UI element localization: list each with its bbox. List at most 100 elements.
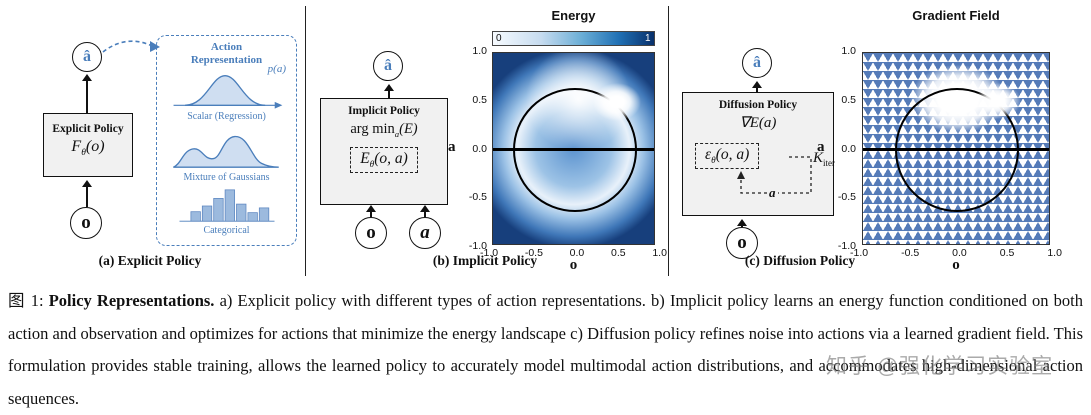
panel-divider — [305, 6, 307, 276]
caption-figure-label: 图 1: — [8, 291, 49, 310]
action-representation-box: Action Representation p(a) Scalar (Regre… — [156, 35, 297, 246]
dashed-connector-arrow-icon — [102, 40, 160, 53]
diffusion-policy-box: Diffusion Policy ∇E(a) εθ(o, a) a Kiter — [682, 92, 835, 216]
energy-plot-title: Energy — [551, 8, 596, 23]
eps-sub: θ — [711, 156, 716, 167]
panel-implicit-policy: â Implicit Policy arg mina(E) Eθ(o, a) o… — [305, 0, 668, 280]
noise-formula-box: εθ(o, a) — [695, 143, 760, 170]
gradient-field-x-ticks: -1.0 -0.5 0.0 0.5 1.0 — [850, 247, 1062, 259]
action-output-node: â — [72, 42, 102, 72]
k-sub: iter — [823, 158, 836, 168]
panel-b-caption: (b) Implicit Policy — [432, 253, 538, 268]
gradient-formula: ∇E(a) — [739, 115, 777, 131]
up-arrow — [420, 205, 430, 217]
y-tick: -0.5 — [837, 191, 856, 204]
implicit-policy-box: Implicit Policy arg mina(E) Eθ(o, a) — [320, 98, 448, 205]
implicit-policy-box-title: Implicit Policy — [348, 105, 420, 117]
x-tick: -1.0 — [850, 247, 869, 259]
gradient-field-y-ticks: 1.0 0.5 0.0 -0.5 -1.0 — [824, 45, 856, 252]
x-tick: 1.0 — [1047, 247, 1062, 259]
y-tick: 0.0 — [841, 142, 856, 155]
gradient-field-xlabel: o — [952, 257, 960, 273]
k-base: K — [813, 150, 824, 166]
up-arrow — [366, 205, 376, 217]
action-input-node: a — [409, 217, 441, 249]
caption-bold-title: Policy Representations. — [48, 291, 215, 310]
explicit-policy-box: Explicit Policy Fθ(o) — [43, 113, 133, 177]
energy-formula-box: Eθ(o, a) — [350, 146, 418, 173]
up-arrow — [737, 219, 747, 227]
energy-base: E — [360, 149, 370, 167]
categorical-label: Categorical — [203, 225, 250, 236]
explicit-policy-formula: Fθ(o) — [44, 138, 132, 158]
gradient-field-plot — [862, 52, 1050, 245]
panel-c-caption: (c) Diffusion Policy — [744, 253, 856, 268]
up-arrow — [82, 74, 92, 113]
y-tick: 0.5 — [841, 93, 856, 106]
panel-a-caption: (a) Explicit Policy — [98, 253, 202, 268]
explicit-policy-box-title: Explicit Policy — [52, 123, 124, 135]
categorical-bars-icon — [179, 189, 274, 222]
colorbar-max-label: 1 — [645, 33, 651, 44]
argmin-formula: arg mina(E) — [321, 121, 447, 139]
y-tick: 0.5 — [472, 93, 487, 106]
action-output-node: â — [742, 48, 772, 78]
gaussian-curve-icon — [173, 75, 282, 109]
zero-action-line — [863, 148, 1049, 151]
observation-node: o — [726, 227, 758, 259]
energy-formula-wrap: Eθ(o, a) — [321, 146, 447, 173]
observation-label: o — [81, 212, 91, 233]
panel-divider — [668, 6, 670, 276]
up-arrow — [384, 84, 394, 98]
eps-args: (o, a) — [715, 146, 750, 163]
up-arrow — [752, 81, 762, 92]
argmin-args: (E) — [399, 121, 418, 137]
k-iterations-label: Kiter — [813, 150, 835, 168]
mixture-of-gaussians-label: Mixture of Gaussians — [183, 172, 270, 183]
action-output-label: â — [384, 57, 392, 74]
formula-args: (o) — [85, 138, 105, 155]
argmin-sub: a — [394, 128, 400, 139]
action-output-label: â — [83, 48, 91, 65]
gradient-field-title: Gradient Field — [912, 8, 1000, 23]
x-tick: -0.5 — [524, 247, 543, 259]
x-tick: 0.0 — [952, 247, 967, 259]
formula-base: F — [71, 138, 82, 155]
x-tick: 0.0 — [569, 247, 585, 259]
y-tick: -0.5 — [468, 191, 487, 204]
formula-sub: θ — [81, 147, 86, 159]
energy-y-ticks: 1.0 0.5 0.0 -0.5 -1.0 — [455, 45, 487, 252]
caption-body: a) Explicit policy with different types … — [8, 291, 1083, 408]
y-tick: 1.0 — [472, 45, 487, 57]
action-representation-title-line2: Representation — [190, 54, 263, 66]
mixture-of-gaussians-curve-icon — [172, 135, 279, 168]
x-tick: 0.5 — [999, 247, 1015, 259]
x-tick: 1.0 — [652, 247, 667, 259]
up-arrow — [82, 180, 92, 207]
y-tick: -1.0 — [468, 240, 487, 252]
observation-label: o — [737, 232, 747, 253]
x-tick: -0.5 — [901, 247, 920, 259]
zero-action-line — [493, 148, 654, 151]
x-tick: -1.0 — [480, 247, 499, 259]
energy-colorbar — [492, 31, 655, 46]
y-tick: 1.0 — [841, 45, 856, 57]
arc-gap-highlight — [593, 83, 641, 121]
action-output-label: â — [753, 54, 761, 71]
panel-explicit-policy: â Explicit Policy Fθ(o) o Action Represe… — [0, 0, 305, 280]
gradient-field-ylabel: a — [817, 139, 825, 155]
energy-sub: θ — [369, 159, 375, 170]
argmin-main: arg min — [350, 121, 395, 137]
y-tick: 0.0 — [472, 142, 487, 155]
observation-node: o — [70, 207, 102, 239]
observation-label: o — [366, 222, 376, 243]
eps-base: ε — [705, 146, 712, 163]
scalar-regression-label: Scalar (Regression) — [187, 111, 266, 122]
action-representation-title-line1: Action — [210, 41, 243, 53]
energy-args: (o, a) — [374, 149, 408, 167]
iterated-action-label: a — [767, 185, 778, 201]
panel-diffusion-policy: â Diffusion Policy ∇E(a) εθ(o, a) a Kite… — [668, 0, 1091, 280]
x-tick: 0.5 — [611, 247, 626, 259]
figure-caption: 图 1: Policy Representations. a) Explicit… — [8, 285, 1083, 415]
colorbar-min-label: 0 — [496, 33, 502, 44]
